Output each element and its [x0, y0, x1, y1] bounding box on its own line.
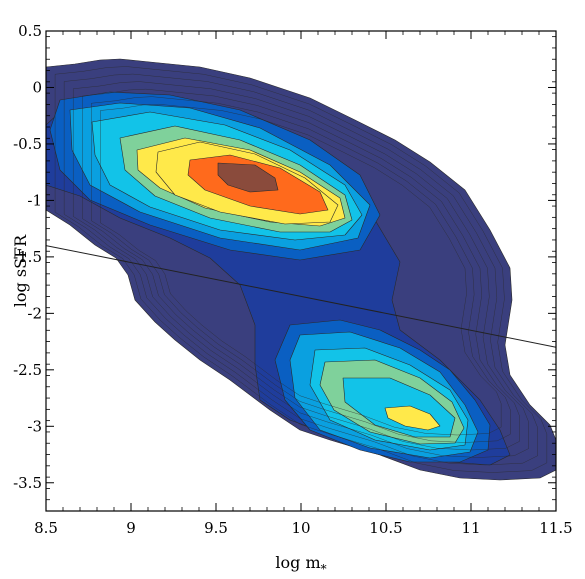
y-tick-label: -2	[27, 304, 42, 322]
contour-isoline	[54, 66, 548, 473]
y-tick-label: -3	[27, 417, 42, 435]
x-tick-label: 11.5	[539, 519, 572, 537]
y-tick-label: -1	[27, 191, 42, 209]
x-tick-label: 9	[126, 519, 136, 537]
y-tick-label: 0	[32, 78, 42, 96]
x-tick-label: 11	[461, 519, 480, 537]
contour-peak	[217, 162, 279, 193]
contour-level-7-lower	[384, 405, 441, 431]
x-axis-title: log m*	[275, 553, 326, 576]
x-tick-label: 10	[291, 519, 310, 537]
contour-isoline	[82, 88, 520, 451]
y-tick-label: -0.5	[13, 135, 42, 153]
x-tick-label: 9.5	[204, 519, 228, 537]
y-tick-label: -3.5	[13, 474, 42, 492]
contour-isoline	[91, 96, 511, 443]
axis-ticks: 8.5 9 9.5 10 10.5 11 11.5 0.5 0 -0.5 -1 -1.5 -2 -2.5 -…	[13, 22, 573, 537]
y-axis-title: log sSFR	[11, 234, 30, 307]
divider-line	[45, 245, 557, 348]
y-tick-label: 0.5	[18, 22, 42, 40]
y-tick-label: -2.5	[13, 361, 42, 379]
x-tick-label: 8.5	[34, 519, 58, 537]
contour-isoline	[72, 81, 529, 458]
density-contours	[46, 58, 556, 481]
contour-isoline	[100, 103, 502, 436]
y-tick-label: -1.5	[13, 248, 42, 266]
contour-isoline	[63, 73, 538, 466]
x-tick-label: 10.5	[369, 519, 402, 537]
